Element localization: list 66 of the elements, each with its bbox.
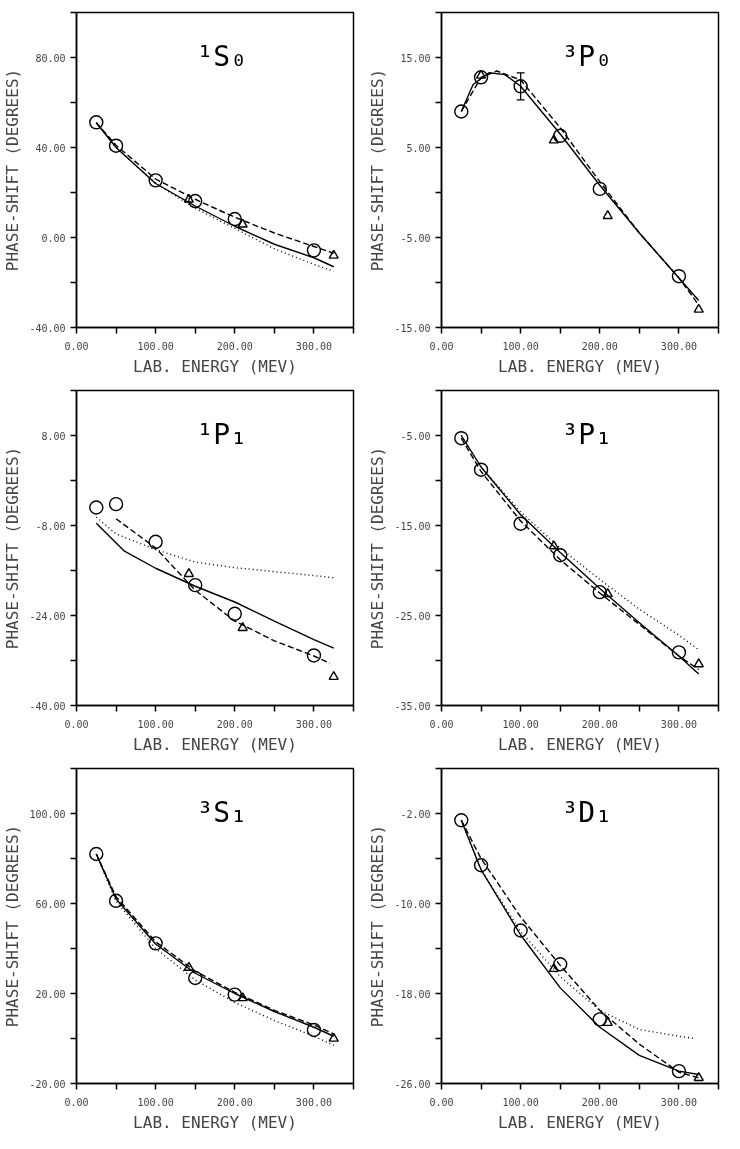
- y-tick-label: 0.00: [41, 232, 66, 244]
- y-tick-label: -15.00: [394, 520, 431, 532]
- y-tick-label: -10.00: [394, 898, 431, 910]
- y-tick-label: -5.00: [400, 232, 431, 244]
- text: ³P₁: [561, 417, 613, 451]
- x-tick-label: 300.00: [295, 718, 332, 730]
- x-tick-label: 100.00: [502, 1096, 539, 1108]
- x-axis-title: LAB. ENERGY (MEV): [133, 1112, 297, 1132]
- y-axis-title: PHASE-SHIFT (DEGREES): [3, 68, 23, 272]
- x-tick-label: 200.00: [216, 340, 253, 352]
- x-tick-label: 100.00: [502, 340, 539, 352]
- x-tick-label: 300.00: [295, 1096, 332, 1108]
- x-tick-label: 300.00: [660, 718, 697, 730]
- x-tick-label: 0.00: [64, 1096, 89, 1108]
- y-tick-label: -40.00: [29, 700, 66, 712]
- y-axis-title: PHASE-SHIFT (DEGREES): [368, 824, 388, 1028]
- y-tick-label: -18.00: [394, 988, 431, 1000]
- y-tick-label: -15.00: [394, 322, 431, 334]
- y-axis-title: PHASE-SHIFT (DEGREES): [3, 824, 23, 1028]
- x-tick-label: 0.00: [64, 340, 89, 352]
- y-tick-label: -26.00: [394, 1078, 431, 1090]
- x-tick-label: 0.00: [64, 718, 89, 730]
- y-tick-label: -35.00: [394, 700, 431, 712]
- x-tick-label: 200.00: [581, 340, 618, 352]
- x-tick-label: 300.00: [295, 340, 332, 352]
- y-tick-label: 5.00: [406, 142, 431, 154]
- x-tick-label: 200.00: [216, 718, 253, 730]
- text: ¹S₀: [196, 39, 248, 73]
- y-tick-label: -2.00: [400, 808, 431, 820]
- y-tick-label: -8.00: [35, 520, 66, 532]
- x-axis-title: LAB. ENERGY (MEV): [498, 1112, 662, 1132]
- x-tick-label: 100.00: [502, 718, 539, 730]
- x-tick-label: 200.00: [581, 1096, 618, 1108]
- y-tick-label: -20.00: [29, 1078, 66, 1090]
- x-tick-label: 0.00: [429, 1096, 454, 1108]
- y-tick-label: 15.00: [400, 52, 431, 64]
- x-tick-label: 100.00: [137, 718, 174, 730]
- y-tick-label: 80.00: [35, 52, 66, 64]
- x-tick-label: 100.00: [137, 1096, 174, 1108]
- y-tick-label: -25.00: [394, 610, 431, 622]
- y-tick-label: 100.00: [29, 808, 66, 820]
- y-tick-label: 60.00: [35, 898, 66, 910]
- y-tick-label: 8.00: [41, 430, 66, 442]
- x-tick-label: 200.00: [581, 718, 618, 730]
- y-tick-label: -5.00: [400, 430, 431, 442]
- x-tick-label: 300.00: [660, 1096, 697, 1108]
- y-axis-title: PHASE-SHIFT (DEGREES): [368, 68, 388, 272]
- y-tick-label: 20.00: [35, 988, 66, 1000]
- x-tick-label: 200.00: [216, 1096, 253, 1108]
- text: ³D₁: [561, 795, 613, 829]
- x-axis-title: LAB. ENERGY (MEV): [133, 734, 297, 754]
- x-tick-label: 0.00: [429, 718, 454, 730]
- y-tick-label: 40.00: [35, 142, 66, 154]
- x-axis-title: LAB. ENERGY (MEV): [498, 734, 662, 754]
- text: ³P₀: [561, 39, 613, 73]
- x-tick-label: 0.00: [429, 340, 454, 352]
- y-tick-label: -24.00: [29, 610, 66, 622]
- y-axis-title: PHASE-SHIFT (DEGREES): [368, 446, 388, 650]
- y-axis-title: PHASE-SHIFT (DEGREES): [3, 446, 23, 650]
- y-tick-label: -40.00: [29, 322, 66, 334]
- x-tick-label: 100.00: [137, 340, 174, 352]
- text: ¹P₁: [196, 417, 248, 451]
- x-tick-label: 300.00: [660, 340, 697, 352]
- x-axis-title: LAB. ENERGY (MEV): [498, 356, 662, 376]
- text: ³S₁: [196, 795, 248, 829]
- x-axis-title: LAB. ENERGY (MEV): [133, 356, 297, 376]
